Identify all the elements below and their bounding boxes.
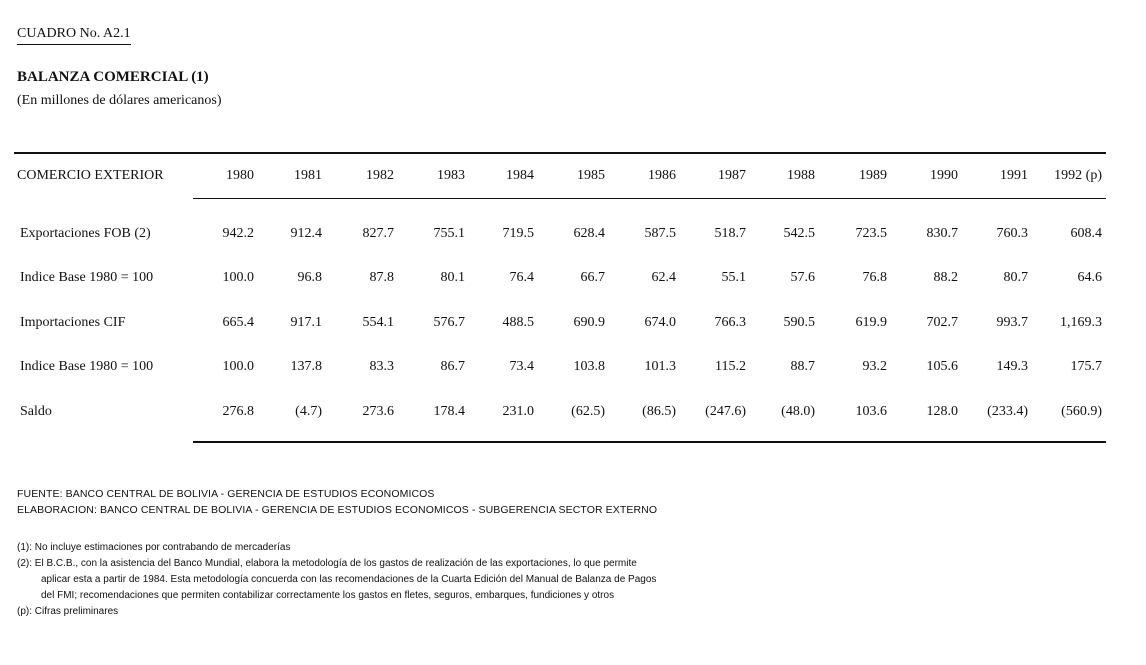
table-cell: 55.1 [721,270,747,285]
column-header-year: 1988 [787,168,815,183]
table-cell: 86.7 [440,359,466,374]
table-cell: 231.0 [502,404,535,419]
table-cell: 83.3 [369,359,395,374]
table-cell: 608.4 [1070,226,1103,241]
table-cell: 576.7 [433,315,466,330]
table-cell: (4.7) [295,404,322,419]
notes-section: FUENTE: BANCO CENTRAL DE BOLIVIA - GEREN… [17,486,657,620]
table-cell: 66.7 [580,270,606,285]
table-cell: 115.2 [715,359,746,374]
table-top-rule [14,152,1106,154]
document-subtitle: (En millones de dólares americanos) [17,93,222,108]
table-cell: (86.5) [642,404,676,419]
table-cell: 942.2 [222,226,255,241]
column-header-year: 1991 [1000,168,1028,183]
table-cell: 103.6 [855,404,888,419]
table-cell: 175.7 [1070,359,1103,374]
table-cell: 766.3 [714,315,747,330]
table-cell: 702.7 [926,315,959,330]
column-header-label: COMERCIO EXTERIOR [17,168,164,183]
table-number-label: CUADRO No. A2.1 [17,26,131,45]
table-cell: 690.9 [573,315,606,330]
column-header-year: 1987 [718,168,746,183]
table-cell: 178.4 [433,404,466,419]
column-header-year: 1982 [366,168,394,183]
table-cell: 101.3 [644,359,677,374]
column-header-year: 1981 [294,168,322,183]
column-header-year: 1984 [506,168,534,183]
table-cell: 87.8 [369,270,395,285]
table-cell: 62.4 [651,270,677,285]
table-cell: 665.4 [222,315,255,330]
table-cell: 149.3 [996,359,1029,374]
row-label: Exportaciones FOB (2) [20,226,151,241]
table-cell: 73.4 [509,359,535,374]
table-cell: 1,169.3 [1060,315,1102,330]
table-cell: 912.4 [290,226,323,241]
row-label: Indice Base 1980 = 100 [20,270,154,285]
table-cell: 128.0 [926,404,959,419]
column-header-year: 1980 [226,168,254,183]
table-cell: 755.1 [433,226,466,241]
table-cell: 105.6 [926,359,959,374]
table-cell: (62.5) [571,404,605,419]
table-cell: 64.6 [1077,270,1103,285]
table-cell: 80.1 [440,270,466,285]
table-cell: (560.9) [1061,404,1102,419]
table-cell: 93.2 [862,359,888,374]
table-cell: 542.5 [783,226,816,241]
footnote-2: (2): El B.C.B., con la asistencia del Ba… [17,558,637,569]
table-cell: 76.8 [862,270,888,285]
table-cell: 100.0 [222,359,255,374]
table-bottom-rule [193,441,1106,443]
column-header-year: 1992 (p) [1054,168,1102,183]
table-cell: (48.0) [781,404,815,419]
source-note: FUENTE: BANCO CENTRAL DE BOLIVIA - GEREN… [17,488,435,500]
table-cell: 917.1 [290,315,323,330]
table-cell: 100.0 [222,270,255,285]
footnote-1: (1): No incluye estimaciones por contrab… [17,542,291,553]
table-cell: 760.3 [996,226,1029,241]
column-header-year: 1989 [859,168,887,183]
footnote-2-continued: del FMI; recomendaciones que permiten co… [41,590,615,601]
column-header-year: 1985 [577,168,605,183]
table-cell: 590.5 [783,315,816,330]
table-cell: 554.1 [362,315,395,330]
table-cell: 674.0 [644,315,677,330]
table-cell: 518.7 [714,226,747,241]
row-label: Importaciones CIF [20,315,126,330]
document-title: BALANZA COMERCIAL (1) [17,69,209,85]
footnote-2-continued: aplicar esta a partir de 1984. Esta meto… [41,574,657,585]
table-cell: (247.6) [705,404,746,419]
table-cell: 993.7 [996,315,1029,330]
column-header-year: 1983 [437,168,465,183]
table-cell: 96.8 [297,270,323,285]
table-cell: 57.6 [790,270,816,285]
elaboration-note: ELABORACION: BANCO CENTRAL DE BOLIVIA - … [17,504,658,516]
row-label: Saldo [20,404,52,419]
column-header-year: 1986 [648,168,676,183]
table-cell: (233.4) [987,404,1028,419]
table-cell: 723.5 [855,226,888,241]
table-cell: 88.7 [790,359,816,374]
table-cell: 830.7 [926,226,959,241]
table-cell: 80.7 [1003,270,1029,285]
column-header-year: 1990 [930,168,958,183]
table-cell: 103.8 [573,359,606,374]
table-cell: 587.5 [644,226,677,241]
table-cell: 137.8 [290,359,323,374]
table-cell: 273.6 [362,404,395,419]
table-cell: 619.9 [855,315,888,330]
table-cell: 628.4 [573,226,606,241]
table-header-rule [193,198,1106,199]
table-cell: 88.2 [933,270,959,285]
table-cell: 827.7 [362,226,395,241]
table-cell: 276.8 [222,404,255,419]
table-cell: 719.5 [502,226,535,241]
table-cell: 76.4 [509,270,535,285]
footnote-p: (p): Cifras preliminares [17,606,119,617]
row-label: Indice Base 1980 = 100 [20,359,154,374]
table-cell: 488.5 [502,315,535,330]
